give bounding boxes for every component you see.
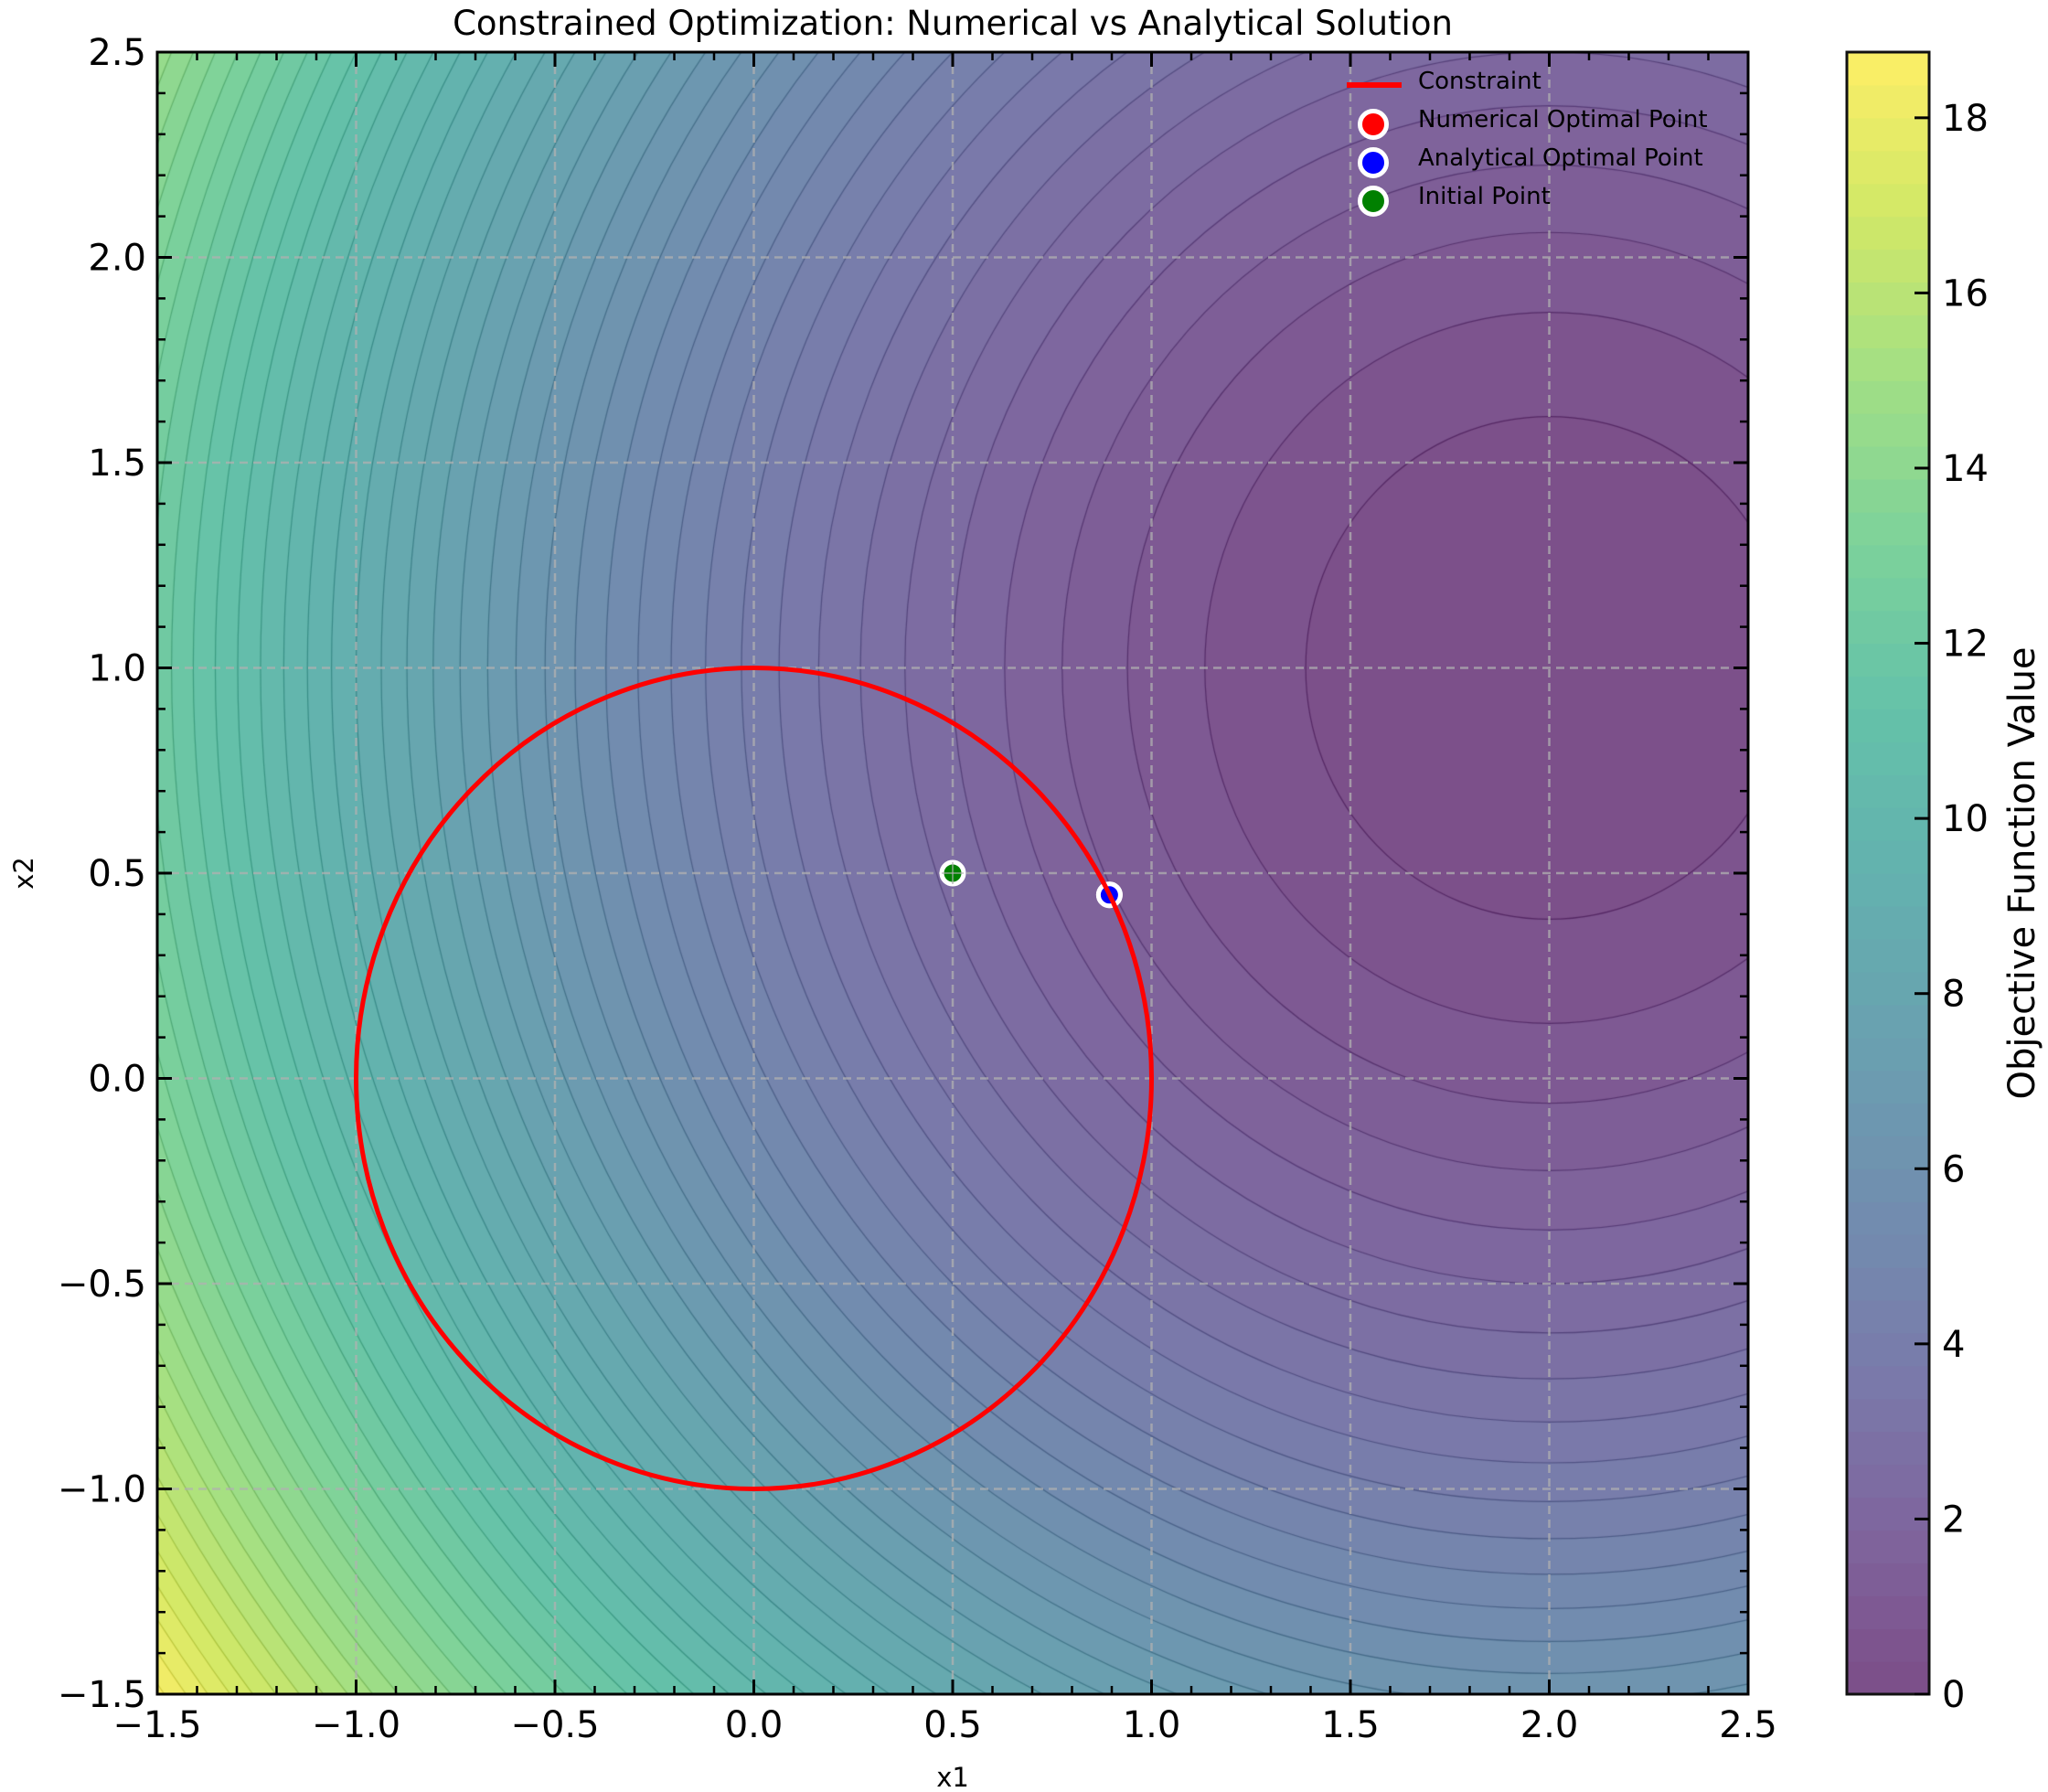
legend: Constraint Numerical Optimal Point Analy… [1340, 66, 1743, 221]
y-tick-label: 0.5 [88, 853, 146, 895]
y-tick-label: −1.5 [58, 1674, 146, 1716]
colorbar: 0 2 4 6 8 10 12 14 16 18 [1845, 50, 1989, 1716]
legend-label: Numerical Optimal Point [1418, 106, 1708, 133]
colorbar-label: Objective Function Value [2001, 646, 2043, 1099]
y-tick-label: 2.0 [88, 238, 146, 280]
red-circle-marker-icon [1358, 109, 1389, 140]
green-circle-marker-icon [1358, 186, 1389, 217]
colorbar-frame [1845, 50, 1931, 1696]
colorbar-tick-label: 16 [1942, 272, 1989, 315]
colorbar-tick-label: 10 [1942, 798, 1989, 840]
x-tick-label: −1.5 [112, 1704, 201, 1746]
colorbar-tick-label: 0 [1942, 1674, 1965, 1716]
y-tick-label: 1.0 [88, 648, 146, 690]
y-tick-label: −0.5 [58, 1264, 146, 1306]
legend-item-analytical-optimal: Analytical Optimal Point [1340, 143, 1743, 179]
x-tick-label: 0.5 [923, 1704, 982, 1746]
line-swatch-icon [1347, 82, 1402, 88]
x-tick-label: 0.0 [725, 1704, 784, 1746]
legend-label: Constraint [1418, 68, 1541, 95]
constraint-curve [354, 666, 1154, 1491]
constraint-circle [354, 666, 1154, 1491]
colorbar-tick-label: 14 [1942, 448, 1989, 490]
y-tick-label: 0.0 [88, 1059, 146, 1101]
y-tick-label: −1.0 [58, 1469, 146, 1511]
colorbar-tick-label: 6 [1942, 1148, 1965, 1190]
x-tick-label: 2.5 [1719, 1704, 1777, 1746]
x-tick-label: −0.5 [510, 1704, 599, 1746]
y-tick-label: 1.5 [88, 443, 146, 485]
legend-label: Initial Point [1418, 183, 1551, 210]
colorbar-tick-label: 8 [1942, 974, 1965, 1016]
legend-item-numerical-optimal: Numerical Optimal Point [1340, 104, 1743, 141]
x-tick-label: 1.0 [1123, 1704, 1181, 1746]
legend-label: Analytical Optimal Point [1418, 144, 1703, 172]
colorbar-tick-label: 12 [1942, 624, 1989, 666]
x-axis-label: x1 [936, 1762, 969, 1792]
x-tick-label: 2.0 [1520, 1704, 1579, 1746]
colorbar-tick-label: 2 [1942, 1499, 1965, 1541]
colorbar-tick-label: 18 [1942, 98, 1989, 140]
legend-item-initial-point: Initial Point [1340, 181, 1743, 218]
y-axis-label: x2 [8, 857, 39, 890]
axis-ticks: −1.5−1.5 −1.0 −1.0 −0.5 −0.5 0.0 0.0 0.5 0.5 1.0 1… [58, 32, 1777, 1746]
x-tick-label: −1.0 [312, 1704, 400, 1746]
data-points [939, 859, 1128, 913]
colorbar-tick-label: 4 [1942, 1324, 1965, 1366]
blue-circle-marker-icon [1358, 147, 1389, 178]
x-tick-label: 1.5 [1321, 1704, 1380, 1746]
legend-item-constraint: Constraint [1340, 66, 1743, 102]
chart-title: Constrained Optimization: Numerical vs A… [453, 4, 1453, 43]
y-tick-label: 2.5 [88, 32, 146, 74]
